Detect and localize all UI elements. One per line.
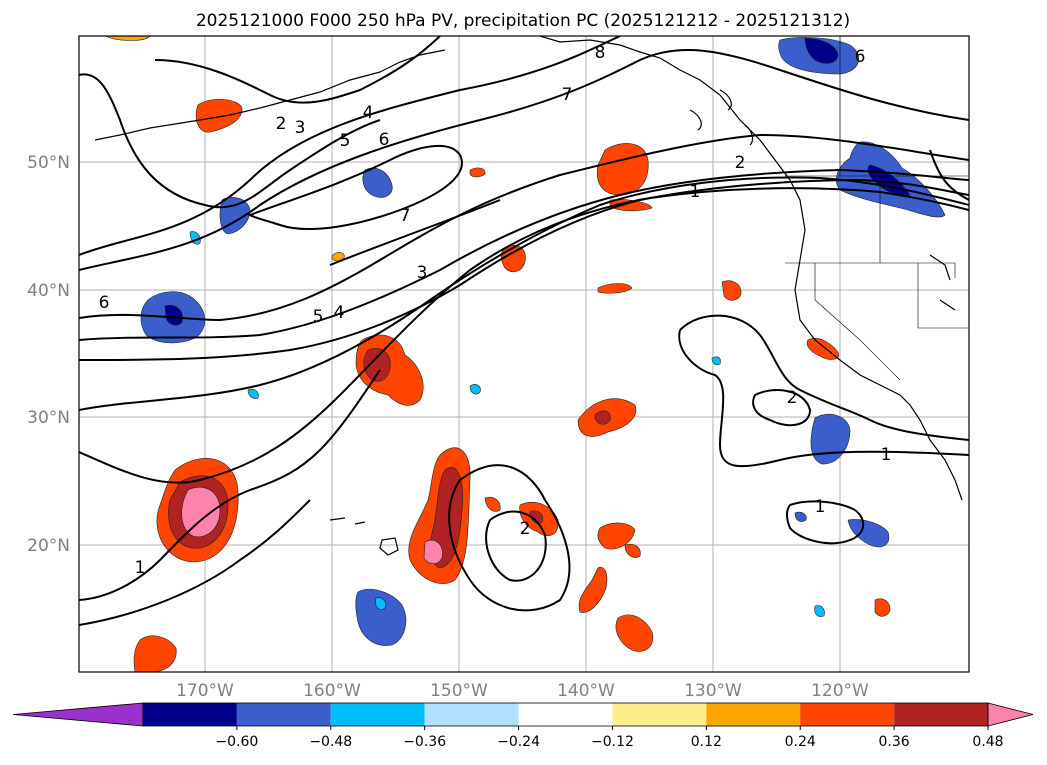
colorbar-tick-labels: −0.60 −0.48 −0.36 −0.24 −0.12 0.12 0.24 0.36 0.4… bbox=[215, 726, 1004, 750]
political-borders bbox=[785, 36, 969, 381]
contour-label: 7 bbox=[400, 206, 411, 226]
colorbar-tick-label: −0.48 bbox=[309, 734, 352, 750]
colorbar-swatch bbox=[424, 703, 519, 726]
colorbar-tick-label: −0.24 bbox=[497, 734, 540, 750]
colorbar-tick-label: 0.48 bbox=[972, 734, 1003, 750]
contour-label: 8 bbox=[595, 43, 606, 63]
contour-label: 5 bbox=[313, 307, 324, 327]
gridlines bbox=[79, 36, 969, 672]
contour-label: 2 bbox=[735, 153, 746, 173]
lon-label: 160°W bbox=[303, 681, 361, 701]
lon-label: 170°W bbox=[176, 681, 234, 701]
contour-label: 1 bbox=[690, 182, 701, 202]
colorbar-tick-label: 0.36 bbox=[879, 734, 910, 750]
lon-label: 130°W bbox=[684, 681, 742, 701]
contour-label: 1 bbox=[881, 445, 892, 465]
colorbar-swatch bbox=[143, 703, 237, 726]
colorbar-swatch bbox=[706, 703, 801, 726]
latitude-labels: 50°N 40°N 30°N 20°N bbox=[27, 153, 70, 556]
colorbar-extend-low bbox=[12, 702, 144, 727]
lon-label: 140°W bbox=[557, 681, 615, 701]
map-panel: 8 7 6 6 5 4 3 2 1 7 3 6 5 4 1 2 2 1 1 2 bbox=[79, 36, 969, 672]
contour-label: 7 bbox=[562, 85, 573, 105]
map-frame bbox=[78, 35, 970, 673]
contour-label: 2 bbox=[520, 519, 531, 539]
lat-label: 30°N bbox=[27, 408, 70, 428]
colorbar-swatch bbox=[612, 703, 707, 726]
contour-label: 4 bbox=[363, 103, 374, 123]
colorbar-tick-label: −0.60 bbox=[215, 734, 258, 750]
contour-label: 2 bbox=[276, 114, 287, 134]
map-title: 2025121000 F000 250 hPa PV, precipitatio… bbox=[196, 11, 850, 31]
contour-label: 3 bbox=[295, 118, 306, 138]
colorbar-tick-label: −0.12 bbox=[591, 734, 634, 750]
contour-label: 5 bbox=[340, 131, 351, 151]
colorbar-tick-label: 0.12 bbox=[691, 734, 722, 750]
colorbar-tick-label: −0.36 bbox=[403, 734, 446, 750]
contour-label: 2 bbox=[787, 388, 798, 408]
contour-label: 3 bbox=[417, 263, 428, 283]
lon-label: 120°W bbox=[811, 681, 869, 701]
colorbar-extend-high bbox=[987, 702, 1034, 727]
lat-label: 50°N bbox=[27, 153, 70, 173]
lon-label: 150°W bbox=[430, 681, 488, 701]
contour-label: 6 bbox=[855, 47, 866, 67]
precip-positive-patches bbox=[104, 36, 891, 672]
lat-label: 40°N bbox=[27, 281, 70, 301]
longitude-labels: 170°W 160°W 150°W 140°W 130°W 120°W bbox=[176, 681, 869, 701]
contour-label: 1 bbox=[815, 497, 826, 517]
colorbar-swatch bbox=[330, 703, 425, 726]
contour-label: 1 bbox=[135, 558, 146, 578]
pv-contours bbox=[79, 36, 969, 626]
contour-label: 6 bbox=[99, 293, 110, 313]
lat-label: 20°N bbox=[27, 536, 70, 556]
colorbar-swatch bbox=[894, 703, 988, 726]
colorbar-swatch bbox=[236, 703, 331, 726]
contour-labels: 8 7 6 6 5 4 3 2 1 7 3 6 5 4 1 2 2 1 1 2 bbox=[99, 43, 892, 578]
contour-label: 4 bbox=[334, 303, 345, 323]
contour-label: 6 bbox=[379, 130, 390, 150]
colorbar-swatch bbox=[518, 703, 613, 726]
colorbar-tick-label: 0.24 bbox=[785, 734, 816, 750]
colorbar-swatch bbox=[800, 703, 895, 726]
colorbar bbox=[12, 702, 1034, 727]
colorbar-frame bbox=[142, 702, 989, 727]
